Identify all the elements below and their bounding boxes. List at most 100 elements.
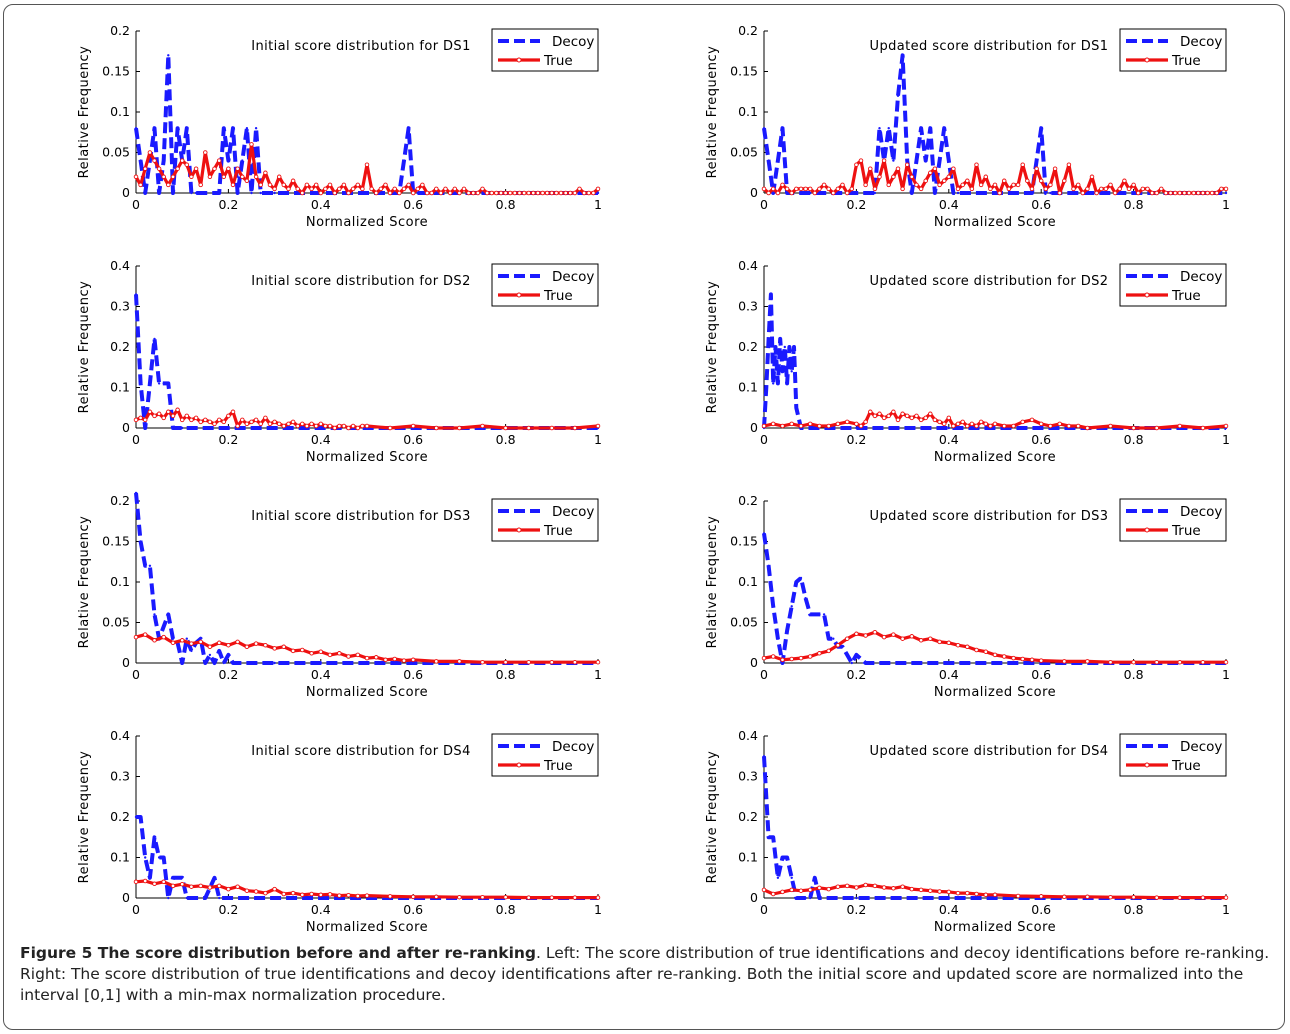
decoy-point [236, 191, 239, 195]
decoy-point [878, 127, 881, 130]
true-point [761, 186, 767, 192]
true-point [258, 182, 263, 188]
x-tick-label: 0.2 [846, 667, 866, 682]
decoy-point [153, 613, 156, 616]
true-point [230, 182, 236, 188]
true-point [189, 641, 194, 646]
decoy-point [929, 127, 932, 130]
true-point [1159, 186, 1164, 192]
true-point [863, 882, 868, 888]
true-point [946, 174, 952, 180]
true-point [235, 884, 240, 889]
true-point [932, 166, 938, 171]
true-point [189, 417, 194, 423]
true-point [780, 423, 785, 429]
true-point [133, 879, 139, 885]
true-point [1034, 166, 1039, 171]
true-point [854, 162, 859, 167]
decoy-point [792, 345, 796, 349]
true-point [360, 423, 365, 429]
true-point [161, 879, 166, 885]
true-point [881, 634, 887, 640]
true-point [1200, 190, 1206, 196]
true-point [591, 190, 596, 196]
decoy-point [776, 382, 780, 385]
true-point [1126, 186, 1132, 192]
caption-title: Figure 5 The score distribution before a… [20, 944, 537, 962]
decoy-point [818, 613, 821, 616]
true-point [909, 634, 915, 639]
x-tick-label: 0.4 [939, 902, 959, 917]
true-point [415, 186, 421, 192]
true-point [854, 421, 859, 427]
true-point [858, 423, 864, 429]
panel-title: Initial score distribution for DS2 [251, 274, 471, 289]
true-point [1011, 423, 1016, 429]
decoy-point [781, 661, 784, 665]
x-axis-label: Normalized Score [934, 450, 1056, 465]
true-point [854, 885, 859, 890]
decoy-point [273, 661, 276, 665]
true-point [789, 421, 794, 427]
true-point [1080, 190, 1086, 196]
true-point [863, 419, 868, 425]
true-point [568, 190, 573, 196]
true-point [1145, 186, 1150, 192]
x-tick-label: 0.6 [1031, 667, 1051, 682]
true-point [170, 883, 176, 889]
x-tick-label: 0.8 [496, 667, 516, 682]
decoy-point [769, 293, 773, 296]
legend-box [491, 733, 599, 777]
true-point [263, 415, 268, 421]
true-point [572, 425, 578, 431]
decoy-point [181, 426, 184, 430]
decoy-point [956, 191, 960, 195]
chart-panel-7: 0 0.2 0.4 0.6 0.8 1 0 0.1 0.2 0.3 0.4 Normalized Sc… [77, 728, 602, 935]
true-point [360, 186, 365, 192]
figure-panels: 0 0.2 0.4 0.6 0.8 1 0 0.05 0.1 0.15 0.2 Normalized … [77, 23, 1230, 935]
x-tick-label: 0.6 [1031, 432, 1051, 447]
true-point [807, 186, 813, 192]
true-point [286, 421, 291, 427]
x-tick-label: 0.2 [846, 197, 866, 212]
true-point [457, 894, 462, 900]
true-point [558, 190, 564, 196]
true-point [1085, 186, 1090, 192]
decoy-point [850, 661, 853, 665]
decoy-point [809, 426, 812, 430]
true-point [494, 190, 499, 196]
true-point [147, 409, 153, 415]
decoy-point [901, 661, 904, 665]
decoy-point [185, 637, 188, 640]
true-point [198, 182, 203, 188]
true-point [937, 639, 942, 645]
true-point [974, 647, 979, 653]
true-point [872, 186, 878, 192]
panel-title: Updated score distribution for DS2 [870, 274, 1109, 289]
caption-text: . Left: The score distribution of true i… [20, 944, 1270, 1004]
true-point [1135, 190, 1141, 196]
chart-panel-6: 0 0.2 0.4 0.6 0.8 1 0 0.05 0.1 0.15 0.2 Normalized … [705, 493, 1230, 700]
true-point [304, 182, 310, 188]
decoy-series-line [762, 292, 1226, 430]
true-point [212, 421, 217, 427]
true-point [512, 190, 518, 196]
decoy-point [231, 661, 235, 665]
true-point [346, 654, 351, 659]
decoy-point [596, 191, 600, 195]
true-point [447, 190, 453, 196]
true-point [904, 413, 910, 419]
true-point [526, 895, 531, 900]
true-point [166, 182, 171, 188]
legend-true-label: True [1171, 523, 1201, 539]
true-point [877, 411, 882, 417]
decoy-point [855, 426, 858, 430]
true-point [572, 895, 578, 900]
decoy-point [416, 191, 419, 195]
true-point [526, 425, 531, 431]
true-point [951, 166, 956, 171]
x-tick-label: 0.6 [403, 197, 423, 212]
true-point [1085, 659, 1090, 664]
y-tick-label: 0 [750, 655, 758, 670]
panel-title: Updated score distribution for DS4 [870, 744, 1109, 759]
